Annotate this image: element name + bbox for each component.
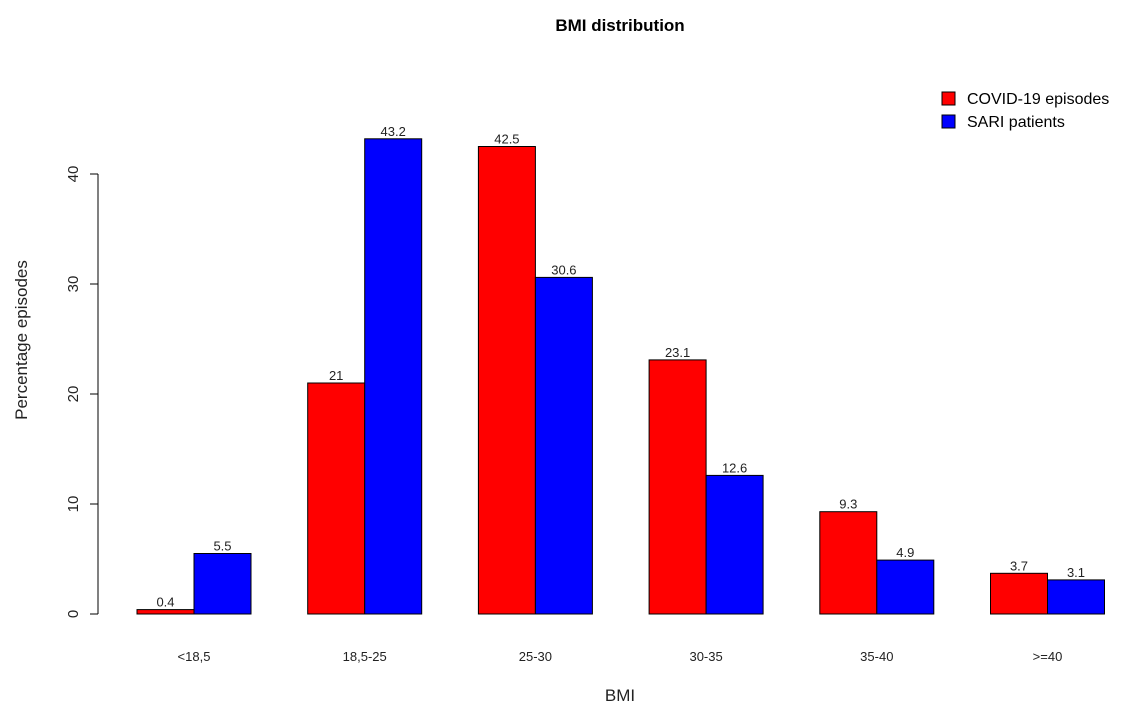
data-labels-group: 0.4 5.5 21 43.2 42.5 30.6 23.1 12.6 9.3 4.9 3.7 3.1 — [156, 124, 1085, 610]
bar-sari-5 — [1047, 579, 1105, 615]
legend-entry: COVID-19 episodes — [967, 91, 1109, 108]
chart-title: BMI distribution — [555, 16, 684, 35]
data-label: 23.1 — [665, 345, 690, 360]
x-category-label: 25-30 — [519, 649, 552, 664]
y-axis-label: Percentage episodes — [12, 260, 31, 420]
bar-covid-2 — [477, 146, 536, 615]
bar-covid-3 — [648, 359, 707, 615]
bars-group — [136, 138, 1105, 615]
bar-sari-1 — [364, 138, 423, 615]
data-label: 42.5 — [494, 132, 519, 147]
x-category-labels: <18,5 18,5-25 25-30 30-35 35-40 >=40 — [178, 649, 1063, 664]
y-tick-label: 10 — [65, 496, 82, 513]
legend-swatch — [941, 114, 956, 129]
data-label: 30.6 — [551, 262, 576, 277]
x-category-label: 30-35 — [689, 649, 722, 664]
data-label: 21 — [329, 368, 343, 383]
bar-covid-5 — [990, 572, 1048, 615]
legend-swatch — [941, 91, 956, 106]
x-category-label: >=40 — [1033, 649, 1063, 664]
y-tick-label: 30 — [65, 276, 82, 293]
bar-sari-4 — [876, 559, 935, 615]
data-label: 12.6 — [722, 460, 747, 475]
bar-sari-0 — [193, 553, 252, 615]
data-label: 0.4 — [156, 595, 174, 610]
bar-covid-0 — [136, 609, 195, 615]
data-label: 43.2 — [381, 124, 406, 139]
x-category-label: 18,5-25 — [343, 649, 387, 664]
y-tick-label: 0 — [65, 610, 82, 618]
y-tick-label: 40 — [65, 166, 82, 183]
legend: COVID-19 episodes SARI patients — [941, 91, 1109, 131]
y-tick-label: 20 — [65, 386, 82, 403]
data-label: 9.3 — [839, 497, 857, 512]
bar-covid-1 — [307, 382, 366, 615]
data-label: 4.9 — [896, 545, 914, 560]
x-category-label: 35-40 — [860, 649, 893, 664]
legend-entry: SARI patients — [967, 114, 1065, 131]
data-label: 3.1 — [1067, 565, 1085, 580]
bar-sari-2 — [534, 276, 593, 615]
x-category-label: <18,5 — [178, 649, 211, 664]
data-label: 5.5 — [213, 539, 231, 554]
bar-sari-3 — [705, 474, 764, 615]
data-label: 3.7 — [1010, 558, 1028, 573]
x-axis-label: BMI — [605, 686, 635, 705]
bar-covid-4 — [819, 511, 878, 615]
y-axis: 0 10 20 30 40 — [65, 166, 99, 618]
